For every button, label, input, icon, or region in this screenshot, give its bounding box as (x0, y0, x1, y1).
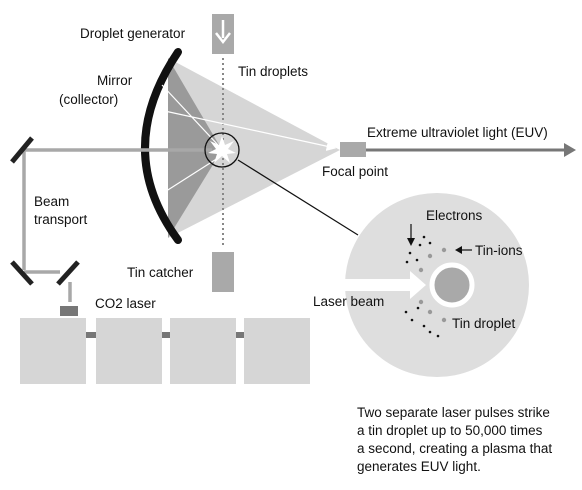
collector-mirror (141, 48, 182, 244)
laser-link-2 (162, 332, 170, 338)
label-tin-catcher: Tin catcher (127, 265, 194, 280)
caption: Two separate laser pulses strike a tin d… (357, 404, 579, 476)
beam-mirror-lower-left (10, 260, 34, 286)
focal-point-box (340, 142, 366, 157)
label-euv-light: Extreme ultraviolet light (EUV) (367, 125, 548, 140)
laser-link-3 (236, 332, 244, 338)
droplet-down-arrow-icon (215, 20, 231, 45)
laser-beam-arrow-icon (345, 271, 426, 299)
caption-line-4: generates EUV light. (357, 459, 481, 474)
co2-laser-unit-2 (96, 318, 162, 384)
label-co2-laser: CO2 laser (95, 296, 156, 311)
beam-transport-path (22, 148, 212, 302)
co2-laser-unit-4 (244, 318, 310, 384)
caption-line-1: Two separate laser pulses strike (357, 405, 550, 420)
label-focal-point: Focal point (322, 164, 388, 179)
inner-reflection-cone (168, 58, 222, 238)
label-mirror: Mirror (97, 73, 133, 88)
co2-laser-unit-1 (20, 318, 86, 384)
label-tin-ions: Tin-ions (475, 243, 523, 258)
electrons-pointer-arrow-icon (407, 238, 415, 246)
plasma-zone-circle (204, 132, 240, 168)
laser-link-1 (86, 332, 96, 338)
zoom-connector (237, 159, 359, 236)
label-tin-droplet: Tin droplet (452, 316, 516, 331)
label-tin-droplets: Tin droplets (238, 64, 308, 79)
electrons-dots (404, 235, 440, 338)
label-beam: Beam (34, 194, 69, 209)
euv-arrow-icon (564, 143, 576, 157)
label-droplet-generator: Droplet generator (80, 26, 186, 41)
caption-line-2: a tin droplet up to 50,000 times (357, 423, 543, 438)
label-electrons: Electrons (426, 208, 483, 223)
plasma-burst-icon (208, 136, 236, 163)
euv-light-cone (168, 58, 340, 238)
reflected-rays (159, 84, 337, 196)
tin-catcher (212, 252, 234, 292)
laser-nozzle (60, 306, 78, 316)
tin-droplet-zoom (429, 262, 475, 308)
label-laser-beam: Laser beam (313, 294, 384, 309)
co2-laser-unit-3 (170, 318, 236, 384)
label-transport: transport (34, 212, 88, 227)
tin-ions-pointer-arrow-icon (455, 246, 462, 254)
caption-line-3: a second, creating a plasma that (357, 441, 553, 456)
label-collector: (collector) (59, 92, 118, 107)
tin-ions-dots (418, 247, 447, 323)
beam-mirror-top (10, 136, 34, 164)
beam-mirror-lower-right (56, 260, 80, 286)
